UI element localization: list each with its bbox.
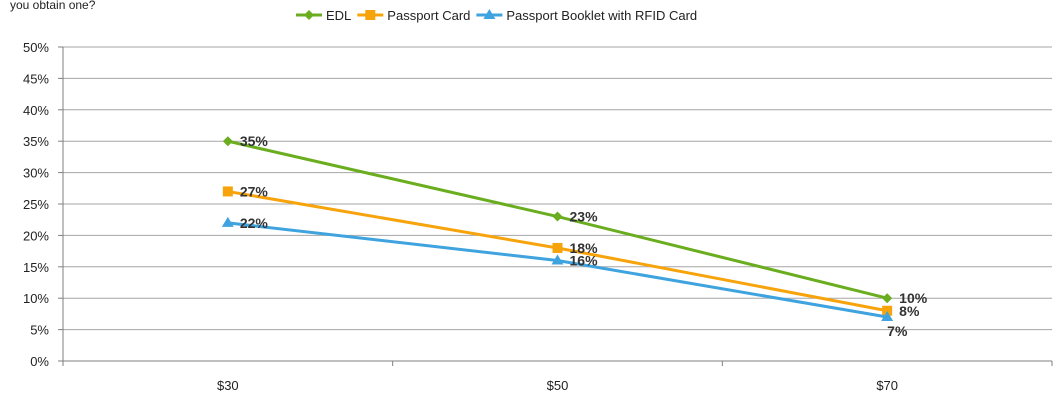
data-label: 27% bbox=[240, 183, 269, 199]
data-label: 8% bbox=[899, 303, 920, 319]
data-label: 10% bbox=[899, 290, 928, 306]
data-label: 22% bbox=[240, 215, 269, 231]
y-tick-label: 20% bbox=[23, 228, 49, 243]
legend-label: EDL bbox=[326, 8, 351, 23]
series-2-point bbox=[551, 254, 564, 265]
legend-marker-1 bbox=[365, 10, 376, 20]
series-1-point bbox=[882, 305, 893, 316]
y-tick-label: 25% bbox=[23, 197, 49, 212]
data-labels: 35% 23% 10% 27% 18% 8% 22% 16% 7% bbox=[240, 133, 928, 339]
series-line-2 bbox=[227, 221, 888, 319]
gridlines bbox=[63, 46, 1052, 331]
legend-label: Passport Card bbox=[387, 8, 470, 23]
y-tick-label: 15% bbox=[23, 260, 49, 275]
y-tick-label: 45% bbox=[23, 71, 49, 86]
legend-marker-2 bbox=[483, 9, 496, 19]
series-1-point bbox=[222, 186, 233, 197]
legend-marker-0 bbox=[304, 10, 314, 20]
data-label: 16% bbox=[570, 253, 599, 269]
y-tick-label: 0% bbox=[30, 354, 49, 369]
legend: EDL Passport Card Passport Booklet with RF… bbox=[296, 8, 697, 23]
series-2-point bbox=[221, 216, 234, 227]
series-0-point bbox=[222, 136, 233, 147]
y-tick-label: 35% bbox=[23, 134, 49, 149]
axes: 0% 5% 10% 15% 20% 25% 30% 35% 40% 45% 50% $30 $50 $70 bbox=[23, 40, 1053, 393]
series-group bbox=[221, 136, 894, 322]
data-label: 7% bbox=[887, 323, 908, 339]
series-0-point bbox=[882, 293, 893, 304]
y-tick-label: 40% bbox=[23, 103, 49, 118]
data-label: 35% bbox=[240, 133, 269, 149]
data-label: 23% bbox=[570, 209, 599, 225]
series-1-point bbox=[552, 242, 563, 253]
y-tick-label: 30% bbox=[23, 166, 49, 181]
series-2-point bbox=[881, 311, 894, 322]
x-tick-label: $30 bbox=[217, 378, 239, 393]
chart-title-fragment: you obtain one? bbox=[10, 0, 96, 12]
x-tick-label: $70 bbox=[876, 378, 898, 393]
legend-label: Passport Booklet with RFID Card bbox=[506, 8, 697, 23]
data-label: 18% bbox=[570, 240, 599, 256]
x-tick-label: $50 bbox=[547, 378, 569, 393]
y-tick-label: 10% bbox=[23, 291, 49, 306]
series-0-point bbox=[552, 211, 563, 222]
y-tick-label: 50% bbox=[23, 40, 49, 55]
y-tick-label: 5% bbox=[30, 323, 49, 338]
